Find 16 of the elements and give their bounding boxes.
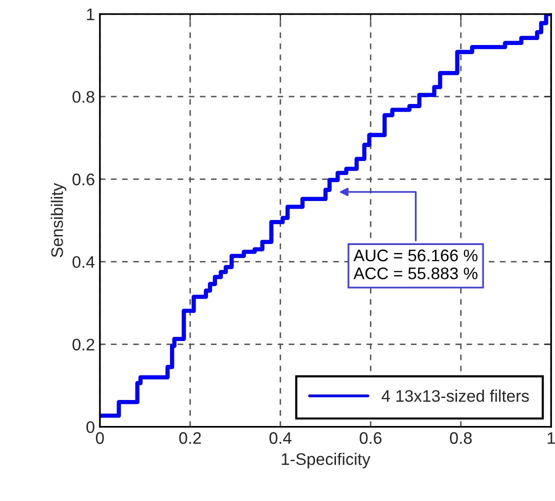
x-axis-title: 1-Specificity	[282, 452, 370, 468]
x-tick-label: 0.8	[450, 432, 472, 444]
y-tick-label: 0.4	[72, 256, 95, 268]
legend-label: 4 13x13-sized filters	[382, 390, 529, 402]
x-tick-label: 1	[548, 432, 555, 444]
y-tick-label: 1	[87, 8, 94, 20]
y-tick-label: 0.8	[72, 90, 94, 103]
annotation: AUC = 56.166 % ACC = 55.883 %	[353, 250, 478, 280]
y-tick-label: 0.6	[72, 174, 94, 186]
x-tick-label: 0.2	[179, 432, 201, 444]
x-tick-label: 0.4	[269, 432, 292, 444]
y-axis-title: Sensibility	[50, 182, 66, 258]
x-tick-label: 0	[96, 432, 104, 444]
y-tick-label: 0	[86, 421, 94, 434]
y-tick-label: 0.2	[72, 338, 94, 350]
x-tick-label: 0.6	[360, 432, 382, 444]
